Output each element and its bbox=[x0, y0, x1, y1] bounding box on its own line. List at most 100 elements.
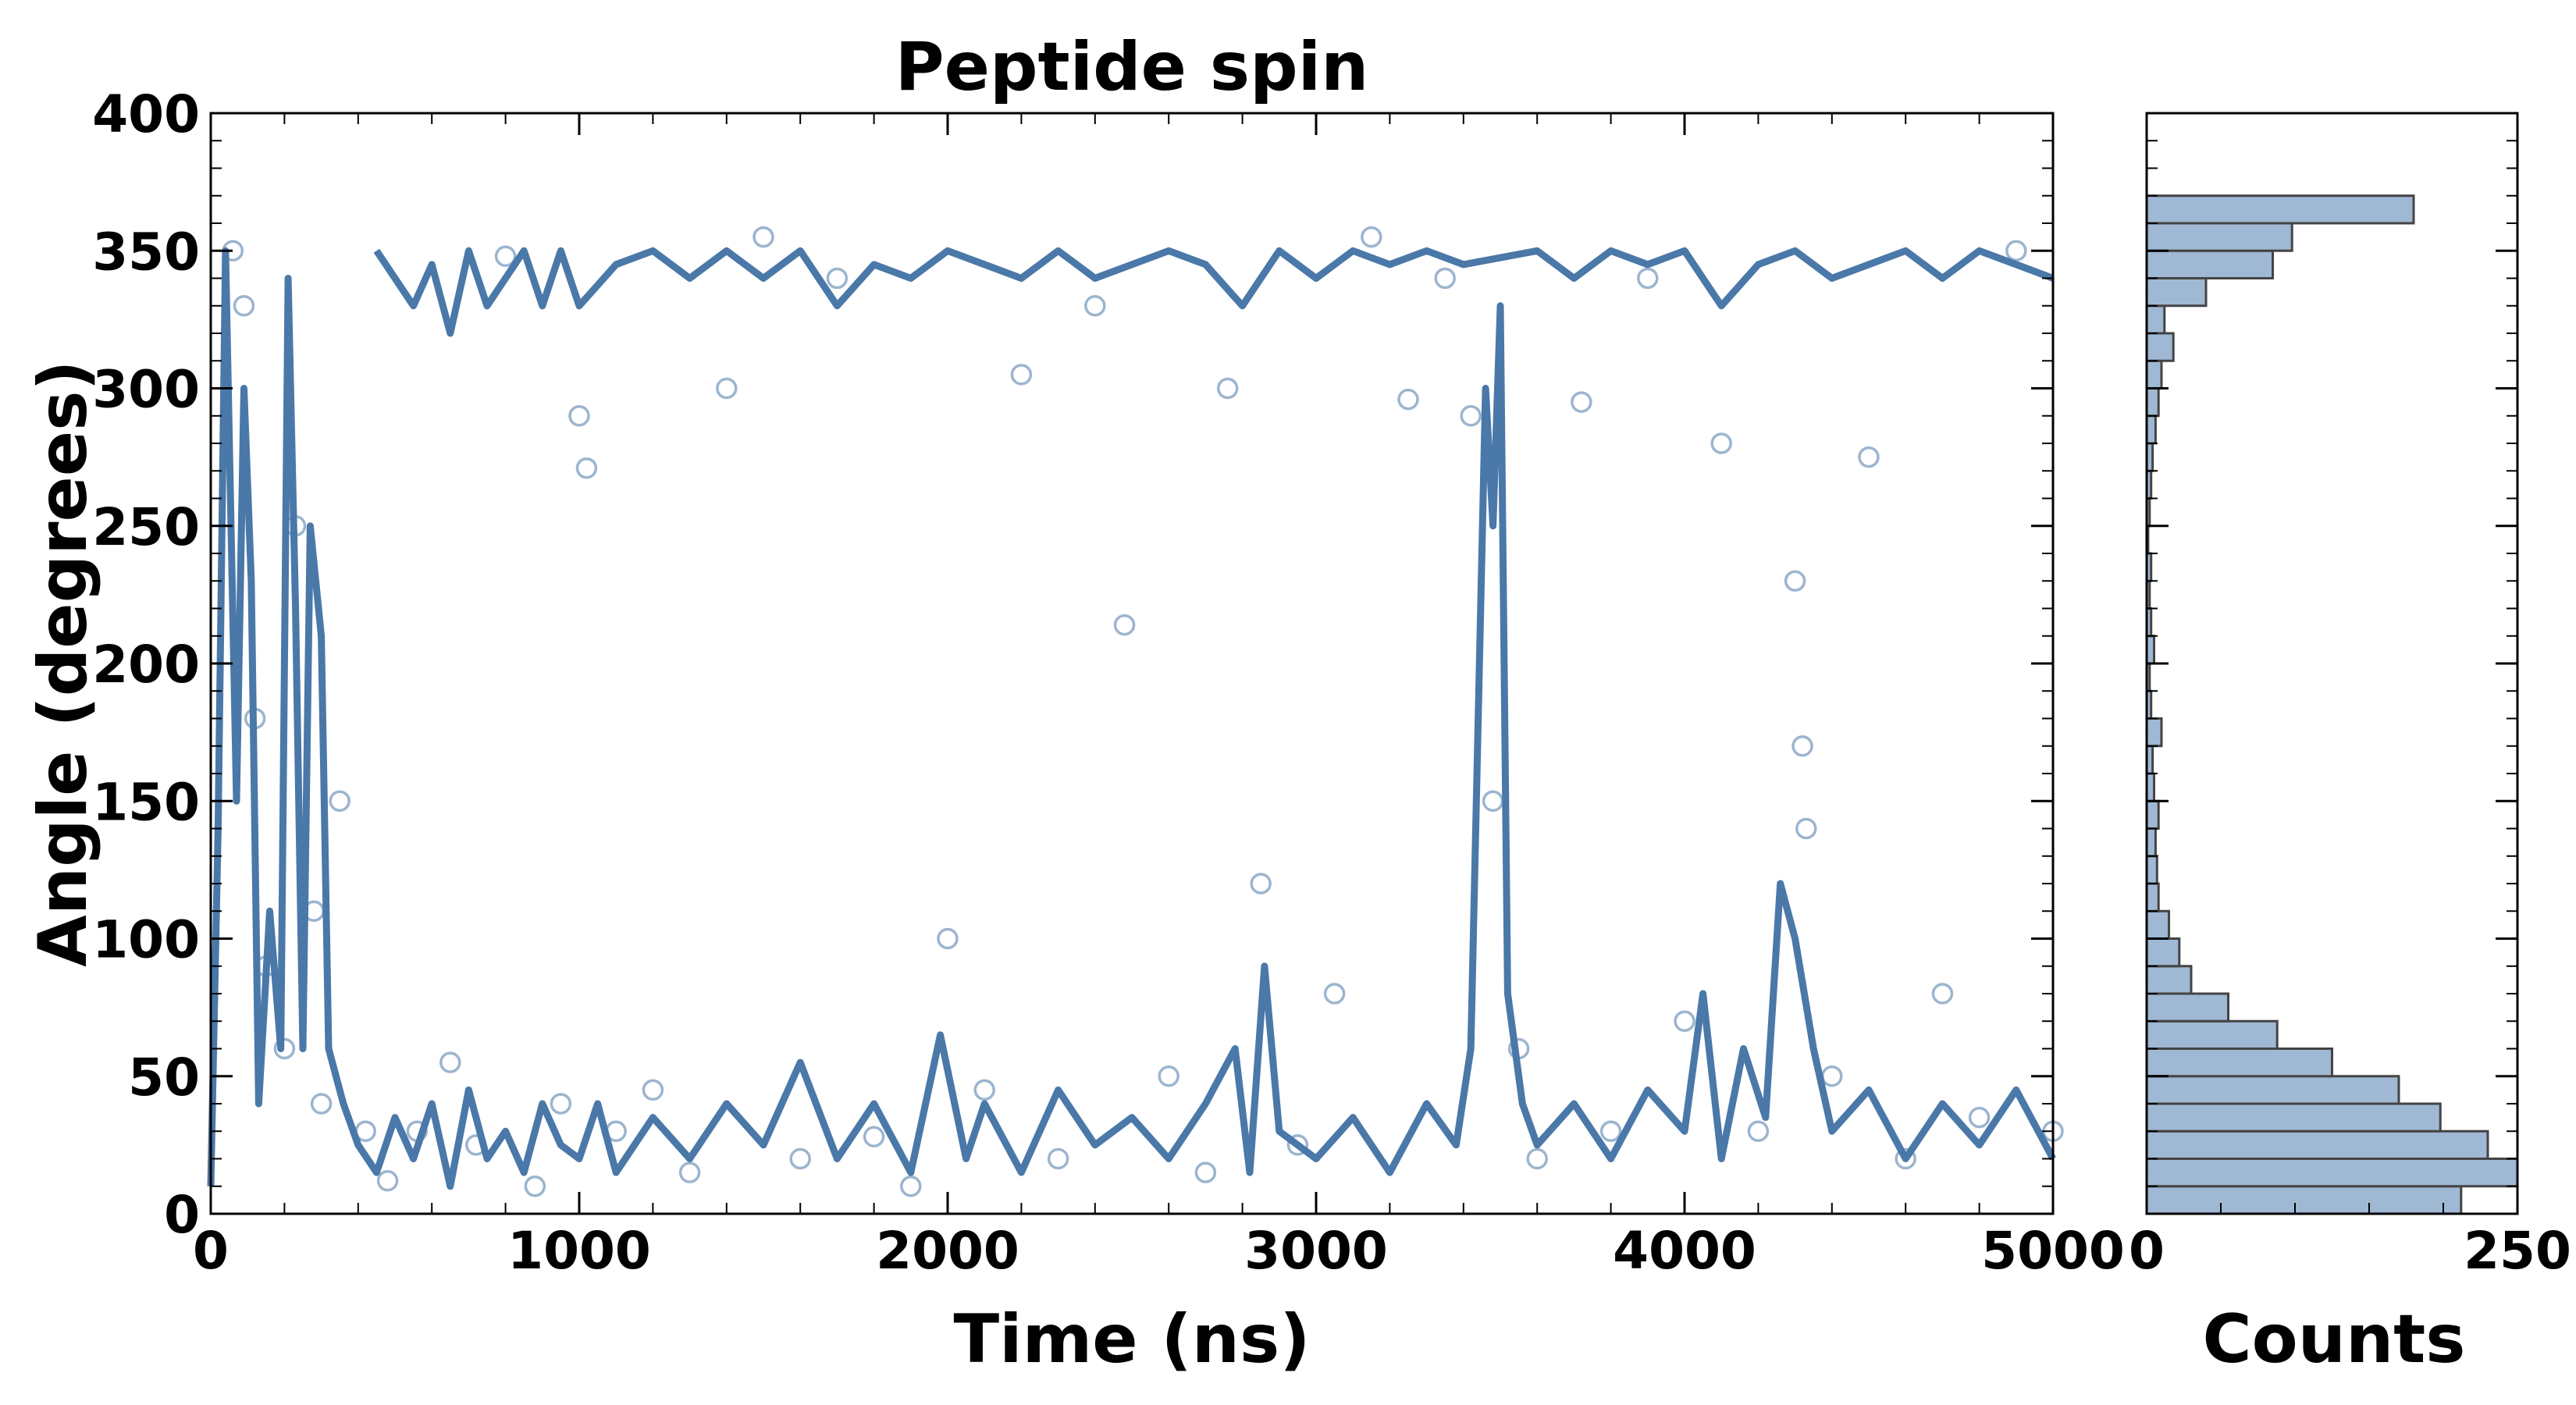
y-axis-label: Angle (degrees) bbox=[24, 360, 102, 966]
scatter-point bbox=[642, 1079, 664, 1101]
histogram-x-tick-label: 250 bbox=[2464, 1221, 2571, 1281]
series-line bbox=[373, 247, 2055, 337]
scatter-point bbox=[376, 1169, 399, 1192]
y-tick-label: 100 bbox=[92, 910, 200, 970]
histogram-bar bbox=[2145, 359, 2163, 389]
histogram-bar bbox=[2145, 304, 2166, 335]
scatter-point bbox=[1931, 983, 1954, 1005]
x-axis-label: Time (ns) bbox=[953, 1300, 1310, 1378]
histogram-bar bbox=[2145, 965, 2193, 995]
histogram-bar bbox=[2145, 1185, 2463, 1215]
scatter-point bbox=[233, 295, 255, 317]
scatter-point bbox=[1113, 614, 1136, 636]
scatter-point bbox=[826, 267, 849, 290]
scatter-point bbox=[1361, 226, 1382, 248]
scatter-point bbox=[1323, 983, 1346, 1005]
scatter-point bbox=[1637, 267, 1659, 290]
scatter-point bbox=[753, 226, 774, 248]
scatter-point bbox=[310, 1093, 333, 1115]
main-plot: 0 1000 2000 3000 4000 5000 0 50 100 150 200 250 300 3… bbox=[92, 84, 2125, 1281]
scatter-point bbox=[1795, 817, 1817, 840]
scatter-point bbox=[1674, 1010, 1695, 1032]
scatter-point bbox=[1968, 1106, 1991, 1129]
x-tick-label: 0 bbox=[193, 1221, 229, 1281]
scatter-point bbox=[568, 405, 590, 427]
y-tick-label: 250 bbox=[92, 497, 200, 557]
scatter-point bbox=[273, 1037, 296, 1060]
histogram-bar bbox=[2145, 717, 2163, 748]
histogram-bar bbox=[2145, 1158, 2519, 1188]
scatter-point bbox=[439, 1051, 461, 1073]
scatter-point bbox=[1791, 735, 1813, 757]
scatter-point bbox=[1397, 388, 1419, 411]
histogram-bar bbox=[2145, 992, 2229, 1023]
y-tick-label: 150 bbox=[92, 772, 200, 832]
y-tick-label: 350 bbox=[92, 222, 200, 282]
x-tick-label: 4000 bbox=[1613, 1221, 1756, 1281]
scatter-point bbox=[1194, 1161, 1217, 1183]
scatter-point bbox=[1710, 432, 1732, 454]
scatter-point bbox=[1571, 391, 1592, 413]
histogram-bar bbox=[2145, 1048, 2333, 1078]
y-tick-label: 400 bbox=[92, 84, 200, 144]
scatter-point bbox=[1784, 570, 1806, 592]
histogram-bar bbox=[2145, 937, 2181, 968]
histogram-bar bbox=[2145, 799, 2160, 830]
scatter-point bbox=[494, 245, 517, 268]
histogram-bar bbox=[2145, 909, 2170, 940]
scatter-point bbox=[716, 377, 738, 400]
y-tick-label: 200 bbox=[92, 635, 200, 695]
x-tick-label: 5000 bbox=[1981, 1221, 2125, 1281]
scatter-point bbox=[1747, 1120, 1770, 1142]
scatter-point bbox=[1084, 295, 1106, 317]
histogram-bar bbox=[2145, 827, 2157, 858]
scatter-point bbox=[1821, 1065, 1843, 1087]
histogram-bar bbox=[2145, 855, 2158, 885]
histogram-bar bbox=[2145, 414, 2157, 445]
histogram-bar bbox=[2145, 249, 2274, 279]
scatter-point bbox=[1047, 1147, 1069, 1170]
histogram-x-axis-label: Counts bbox=[2203, 1300, 2466, 1378]
scatter-point bbox=[937, 927, 959, 950]
histogram-bar bbox=[2145, 1019, 2279, 1050]
histogram-bar bbox=[2145, 387, 2160, 418]
histogram-bar bbox=[2145, 222, 2293, 252]
scatter-point bbox=[1250, 873, 1272, 895]
scatter-point bbox=[1895, 1147, 1916, 1170]
y-tick-label: 0 bbox=[164, 1185, 200, 1245]
x-tick-label: 3000 bbox=[1244, 1221, 1388, 1281]
scatter-point bbox=[1599, 1120, 1622, 1142]
histogram-bar bbox=[2145, 277, 2208, 308]
scatter-point bbox=[1526, 1147, 1548, 1170]
scatter-point bbox=[524, 1176, 546, 1197]
scatter-point bbox=[1434, 267, 1456, 290]
histogram-x-tick-label: 0 bbox=[2129, 1221, 2165, 1281]
scatter-point bbox=[900, 1176, 922, 1197]
scatter-point bbox=[1460, 405, 1482, 427]
histogram-plot: 0 250 bbox=[2129, 112, 2571, 1281]
scatter-point bbox=[789, 1147, 811, 1170]
chart-title: Peptide spin bbox=[895, 28, 1369, 106]
histogram-bar bbox=[2145, 332, 2175, 362]
scatter-point bbox=[973, 1079, 995, 1101]
scatter-point bbox=[1010, 364, 1033, 386]
scatter-point bbox=[550, 1093, 572, 1115]
histogram-bar bbox=[2145, 1075, 2400, 1105]
scatter-point bbox=[1482, 790, 1504, 812]
x-tick-label: 1000 bbox=[507, 1221, 651, 1281]
scatter-point bbox=[1858, 446, 1880, 468]
plot-frame bbox=[209, 112, 2055, 1215]
histogram-bar bbox=[2145, 1129, 2489, 1160]
y-tick-label: 50 bbox=[128, 1048, 200, 1108]
scatter-point bbox=[863, 1126, 885, 1148]
scatter-point bbox=[1286, 1134, 1309, 1156]
scatter-point bbox=[1216, 377, 1239, 400]
scatter-point bbox=[329, 790, 350, 812]
scatter-point bbox=[575, 457, 598, 479]
y-tick-label: 300 bbox=[92, 360, 200, 420]
histogram-bar bbox=[2145, 194, 2415, 225]
x-tick-label: 2000 bbox=[876, 1221, 1019, 1281]
scatter-point bbox=[678, 1161, 701, 1183]
histogram-bar bbox=[2145, 882, 2160, 912]
